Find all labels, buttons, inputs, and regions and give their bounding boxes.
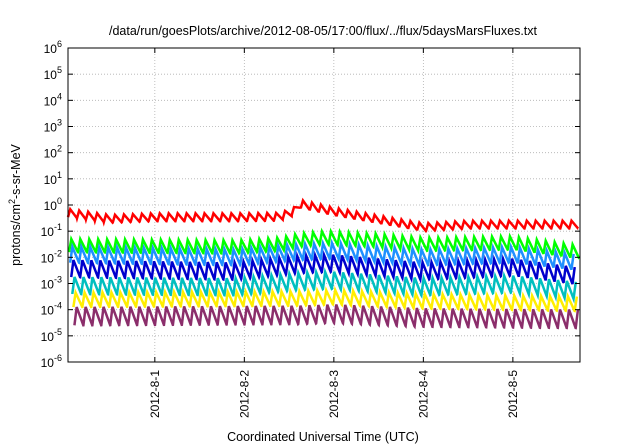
y-tick-label-base: 10 [44, 68, 58, 82]
y-tick-label: 10-4 [41, 301, 62, 318]
y-tick-label-base: 10 [44, 94, 58, 108]
y-tick-label: 100 [44, 196, 62, 213]
chart-title: /data/run/goesPlots/archive/2012-08-05/1… [109, 24, 538, 38]
series-line-6 [72, 285, 579, 313]
series-line-7 [73, 304, 580, 330]
x-tick-label: 2012-8-2 [237, 370, 251, 418]
y-tick-label-exp: -3 [54, 275, 62, 285]
y-tick-label: 102 [44, 144, 62, 161]
x-axis-label: Coordinated Universal Time (UTC) [227, 430, 419, 444]
x-tick-labels: 2012-8-1 2012-8-2 2012-8-3 2012-8-4 2012-8-5 [148, 370, 520, 418]
y-tick-label-base: 10 [41, 225, 55, 239]
y-tick-label-base: 10 [44, 173, 58, 187]
y-tick-label-base: 10 [41, 304, 55, 318]
y-tick-label-exp: 0 [57, 196, 62, 206]
series-line-4 [69, 250, 576, 285]
y-axis-label: protons/cm2-s-sr-MeV [7, 143, 23, 265]
y-tick-label-base: 10 [41, 278, 55, 292]
x-tick-label: 2012-8-4 [416, 370, 430, 418]
y-tick-labels: 10-610-510-410-310-210-11001011021031041… [41, 39, 62, 370]
series-line-1 [66, 197, 580, 234]
y-tick-label: 10-5 [41, 327, 62, 344]
y-tick-label-base: 10 [44, 147, 58, 161]
y-tick-label: 101 [44, 170, 62, 187]
axes [67, 47, 581, 363]
y-tick-label-exp: -1 [54, 222, 62, 232]
y-tick-label-exp: -6 [54, 353, 62, 363]
series-line-5 [71, 267, 578, 304]
y-tick-label-exp: 3 [57, 118, 62, 128]
x-tick-label: 2012-8-1 [148, 370, 162, 418]
gridlines [68, 48, 580, 362]
y-tick-label: 103 [44, 118, 62, 135]
y-tick-label-base: 10 [44, 42, 58, 56]
y-tick-label-exp: 4 [57, 91, 62, 101]
y-tick-label-base: 10 [44, 121, 58, 135]
y-tick-label-exp: -2 [54, 248, 62, 258]
y-tick-label-base: 10 [41, 330, 55, 344]
series-line-2 [67, 227, 581, 260]
series-lines [66, 197, 581, 330]
y-tick-label-exp: 6 [57, 39, 62, 49]
y-tick-label-exp: -4 [54, 301, 62, 311]
x-tick-label: 2012-8-3 [327, 370, 341, 418]
y-tick-label: 10-1 [41, 222, 62, 239]
y-tick-label-exp: 2 [57, 144, 62, 154]
plot-frame [67, 47, 581, 363]
y-tick-label-exp: -5 [54, 327, 62, 337]
series-line-3 [68, 238, 575, 271]
y-tick-label: 10-3 [41, 275, 62, 292]
y-tick-label-base: 10 [41, 356, 55, 370]
y-tick-label-exp: 1 [57, 170, 62, 180]
y-tick-label-exp: 5 [57, 65, 62, 75]
y-tick-label: 105 [44, 65, 62, 82]
y-axis-label-base: protons/cm [9, 204, 23, 266]
y-tick-label: 106 [44, 39, 62, 56]
y-tick-label-base: 10 [41, 251, 55, 265]
y-axis-label-sup: 2 [7, 199, 17, 204]
y-axis-label-rest: -s-sr-MeV [9, 143, 23, 199]
y-tick-label: 10-6 [41, 353, 62, 370]
y-tick-label: 104 [44, 91, 62, 108]
y-tick-label: 10-2 [41, 248, 62, 265]
y-tick-label-base: 10 [44, 199, 58, 213]
x-tick-label: 2012-8-5 [506, 370, 520, 418]
